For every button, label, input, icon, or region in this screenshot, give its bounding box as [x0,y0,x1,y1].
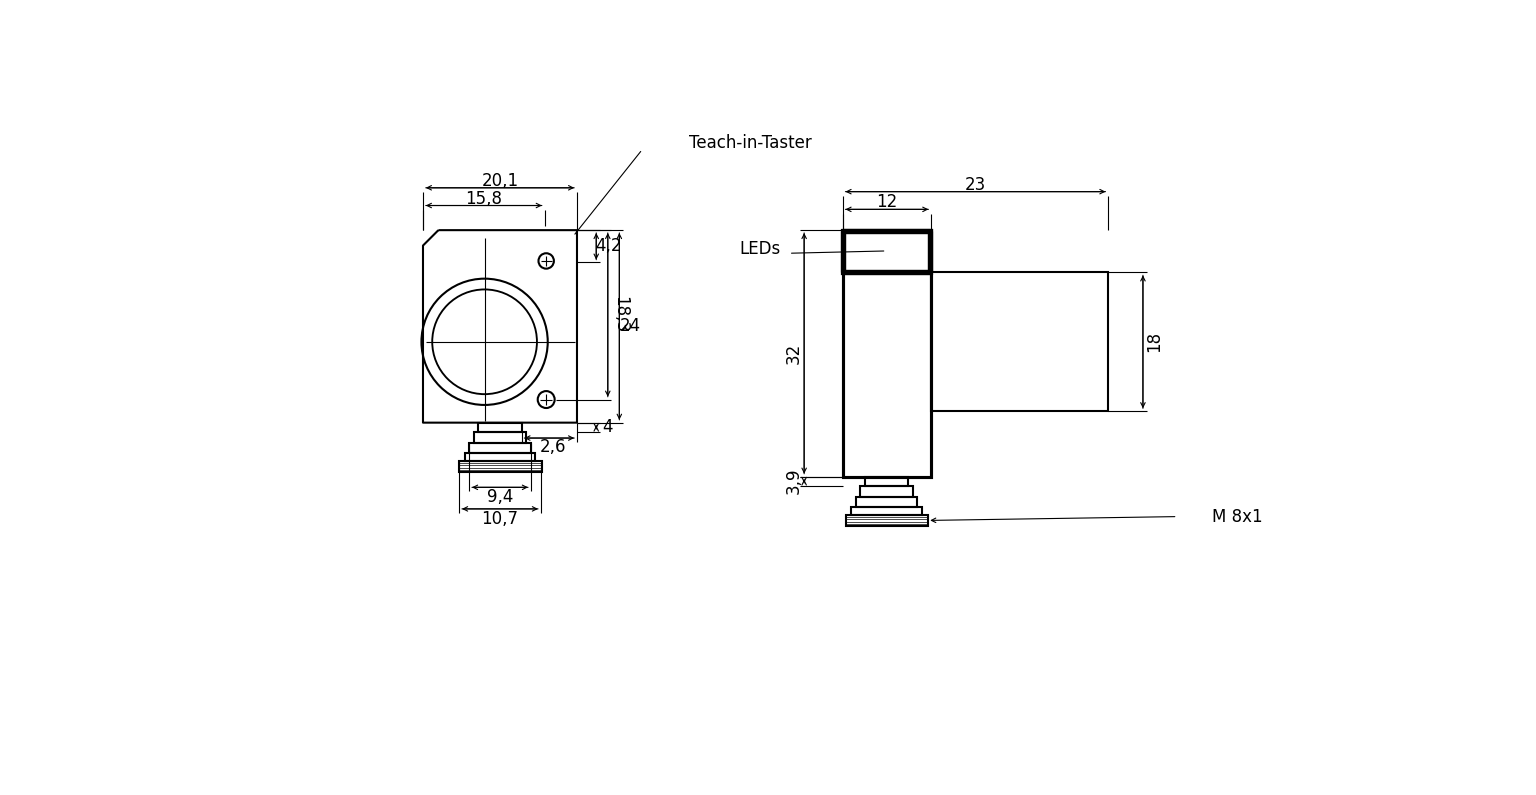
Polygon shape [422,230,578,423]
Text: 4: 4 [602,418,613,436]
Text: 20,1: 20,1 [481,172,519,190]
Text: 32: 32 [785,343,802,364]
Text: Teach-in-Taster: Teach-in-Taster [688,134,811,152]
Bar [851,507,922,515]
Text: 15,8: 15,8 [465,189,502,207]
Text: 3,9: 3,9 [785,468,802,494]
Text: 12: 12 [877,193,897,211]
Text: 18: 18 [1144,332,1163,352]
Bar [459,461,542,472]
Bar [931,273,1109,411]
Text: 24: 24 [619,317,641,335]
Bar [464,453,536,461]
Bar [856,497,917,507]
Bar [478,423,522,432]
Text: 23: 23 [965,176,986,194]
Bar [860,486,912,497]
Text: LEDs: LEDs [740,240,780,258]
Bar [846,515,928,525]
Text: 2,6: 2,6 [539,438,567,456]
Bar [843,231,931,272]
Text: 10,7: 10,7 [481,510,519,528]
Text: 9,4: 9,4 [487,488,513,506]
Text: 4,2: 4,2 [596,238,622,255]
Bar [865,476,908,486]
Text: M 8x1: M 8x1 [1212,507,1263,525]
Text: 18,3: 18,3 [611,297,630,333]
Bar [843,230,931,476]
Bar [468,443,531,453]
Bar [473,432,527,443]
